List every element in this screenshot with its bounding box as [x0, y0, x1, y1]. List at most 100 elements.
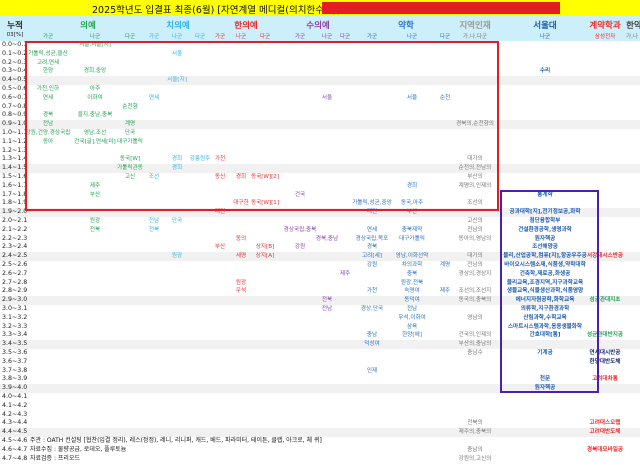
header-sub-regional: 가,나,다군 [462, 34, 488, 40]
table-row: 3.5~3.6 충남수 기계공 연세대시반공 [0, 349, 640, 358]
table-row: 1.1~1.2 동아 건국[글],연세[미] 대구가톨릭 [0, 138, 640, 147]
header-group-snu: 서울대 [533, 21, 557, 31]
table-row: 0.5~0.6 가천,인하 아주 [0, 85, 640, 94]
cell-entry: 영남의 [467, 314, 483, 321]
table-row: 0.2~0.3 고려,연세 [0, 59, 640, 68]
cell-entry: 경상국립,목포 [355, 235, 389, 242]
row-label: 3.9~4.0 [2, 384, 28, 392]
cell-entry: 건축학,재료공,화생공 [519, 270, 571, 277]
cell-entry: 을지,충남,충북 [77, 112, 113, 119]
row-label: 3.5~3.6 [2, 349, 28, 356]
row-label: 1.8~1.9 [2, 199, 28, 207]
row-label: 3.2~3.3 [2, 322, 28, 330]
row-label: 3.4~3.5 [2, 340, 28, 348]
cell-entry: 조선해양공 [532, 244, 558, 251]
cell-entry: 서울 [406, 94, 418, 101]
header-group-den: 치의예 [166, 21, 190, 31]
header-sub-kor_ga: 가군 [214, 34, 226, 40]
table-row: 1.4~1.5 가톨릭관동 경희 순천의,전남의 [0, 164, 640, 173]
row-label: 0.8~0.9 [2, 111, 28, 119]
table-row: 4.4~4.5 제주의,충북의 고려대반도체 [0, 428, 640, 437]
highlight-box-red [25, 41, 499, 211]
cell-entry: 고려대차통 [592, 376, 618, 383]
cell-entry: 서울,서울[지] [79, 42, 111, 48]
cell-entry: 경북대모바일공 [586, 446, 624, 453]
row-label: 0.7~0.8 [2, 102, 28, 110]
row-label: 1.4~1.5 [2, 164, 28, 172]
row-label: 1.1~1.2 [2, 137, 28, 145]
header-sub-den_da: 다군 [194, 34, 206, 40]
table-row: 3.9~4.0 원자핵공 [0, 384, 640, 393]
cell-entry: 물리교육,조경지역,지구과학교육 [506, 279, 584, 286]
table-row: 2.0~2.1 원광 전남 단국 고신의 첨단융합학부 [0, 217, 640, 226]
table-row: 2.4~2.5 원광 세명 상지[A] 고려[세] 영남,이화선약 대가의 물리,산업공학,컴… [0, 252, 640, 261]
cell-entry: 가천 [366, 288, 378, 295]
row-label: 2.5~2.6 [2, 261, 28, 268]
cell-entry: 강원 [366, 262, 378, 268]
cell-entry: 강원,건양,경상국립 [25, 130, 71, 136]
table-row: 0.9~1.0 전남 계명 경북의,순천향의 [0, 120, 640, 129]
row-label: 0.0~0.1 [2, 41, 28, 48]
row-label: 4.2~4.3 [2, 410, 28, 418]
cell-entry: 한양[에] [402, 332, 422, 339]
cell-entry: 서울 [171, 50, 183, 57]
row-label: 1.3~1.4 [2, 155, 28, 163]
cell-entry: 성균관대지초 [589, 297, 621, 304]
table-row: 0.8~0.9 경북 을지,충남,충북 [0, 111, 640, 120]
cell-entry: 충남의 [467, 446, 483, 453]
header-sub-phar_na: 나군 [406, 34, 418, 40]
table-row: 1.0~1.1 강원,건양,경상국립 영남,조선 단국 [0, 129, 640, 138]
row-label: 2.1~2.2 [2, 225, 28, 233]
cell-entry: 이화여 [87, 94, 103, 101]
header-sub-snu: 나군 [539, 34, 551, 40]
table-row: 1.3~1.4 동국[W] 경희 강릉원주 가천 대가의 [0, 155, 640, 164]
cell-entry: 동덕여 [404, 297, 420, 304]
cell-entry: 공과대학[지],전기정보공,화학 [509, 209, 581, 216]
row-label: 2.6~2.7 [2, 269, 28, 277]
cell-entry: 대구가톨릭 [399, 235, 425, 242]
cell-entry: 충북 [406, 270, 418, 277]
cell-entry: 강원의,고신의 [458, 455, 492, 462]
table-row: 4.5~4.6 주관 : OATH 컨설팅 [협찬(입결 정리), 레스(정정),… [0, 437, 640, 446]
table-row: 4.0~4.1 [0, 393, 640, 402]
cell-entry: 전남 [406, 306, 418, 312]
table-row: 3.0~3.1 전남 경상,단국 전남 의류학,지구환경과학 [0, 305, 640, 314]
cell-entry: 산림과학,수학교육 [523, 314, 567, 321]
table-row: 1.2~1.3 [0, 147, 640, 156]
cell-entry: 숙명여 [404, 288, 420, 295]
cell-entry: 세명 [235, 253, 247, 260]
cell-entry: 연세 [42, 94, 54, 101]
row-label: 0.2~0.3 [2, 58, 28, 66]
row-label: 4.3~4.4 [2, 419, 28, 427]
header-sub-med_da: 다군 [124, 34, 136, 40]
title-bar: 2025학년도 입결표 최종(6월) [자연계열 메디컬(의치한수약)] [0, 0, 640, 16]
table-row: 1.9~2.0 대전 대전 부산 공과대학[지],전기정보공,화학 [0, 208, 640, 217]
cell-entry: 부산의 [467, 174, 483, 180]
table-row: 3.3~3.4 충남 한양[에] 건국의,인제의 간호대학[통] 성균관대반지공 [0, 331, 640, 340]
row-label: 3.6~3.7 [2, 357, 28, 365]
table-row: 1.7~1.8 부산 건국 통계학 [0, 191, 640, 200]
table-row: 3.6~3.7 한양대반도체 [0, 358, 640, 367]
row-label: 1.6~1.7 [2, 181, 28, 189]
table-row: 3.2~3.3 삼육 스마트시스템과학,응용생물화학 [0, 323, 640, 332]
table-row: 2.9~3.0 전북 동덕여 동국의,충북의 에너지자원공학,화학교육 성균관대지초 [0, 296, 640, 305]
cell-entry: 성균관대반지공 [586, 332, 624, 339]
row-label: 2.7~2.8 [2, 278, 28, 286]
cell-entry: 전북 [321, 297, 333, 304]
cell-entry: 아주 [89, 86, 101, 92]
cell-entry: 건국의,인제의 [458, 332, 492, 339]
header-cumulative: 누적 [7, 21, 23, 31]
cell-entry: 가톨릭관동 [117, 165, 143, 172]
header-sub-med_na: 나군 [89, 34, 101, 40]
table-row: 0.4~0.5 서울[지] [0, 76, 640, 85]
cell-entry: 서울[지] [167, 77, 187, 84]
cell-entry: 전북 [148, 226, 160, 233]
row-label: 3.1~3.2 [2, 313, 28, 321]
cell-entry: 간호대학[통] [529, 332, 561, 339]
row-label: 4.7~4.8 [2, 454, 28, 462]
row-label: 3.7~3.8 [2, 366, 28, 374]
cell-entry: 천문 [539, 376, 551, 383]
table-row: 3.8~3.9 천문 고려대차통 [0, 375, 640, 384]
cell-entry: 상지[B] [255, 244, 275, 251]
header-group-med: 의예 [80, 21, 96, 31]
